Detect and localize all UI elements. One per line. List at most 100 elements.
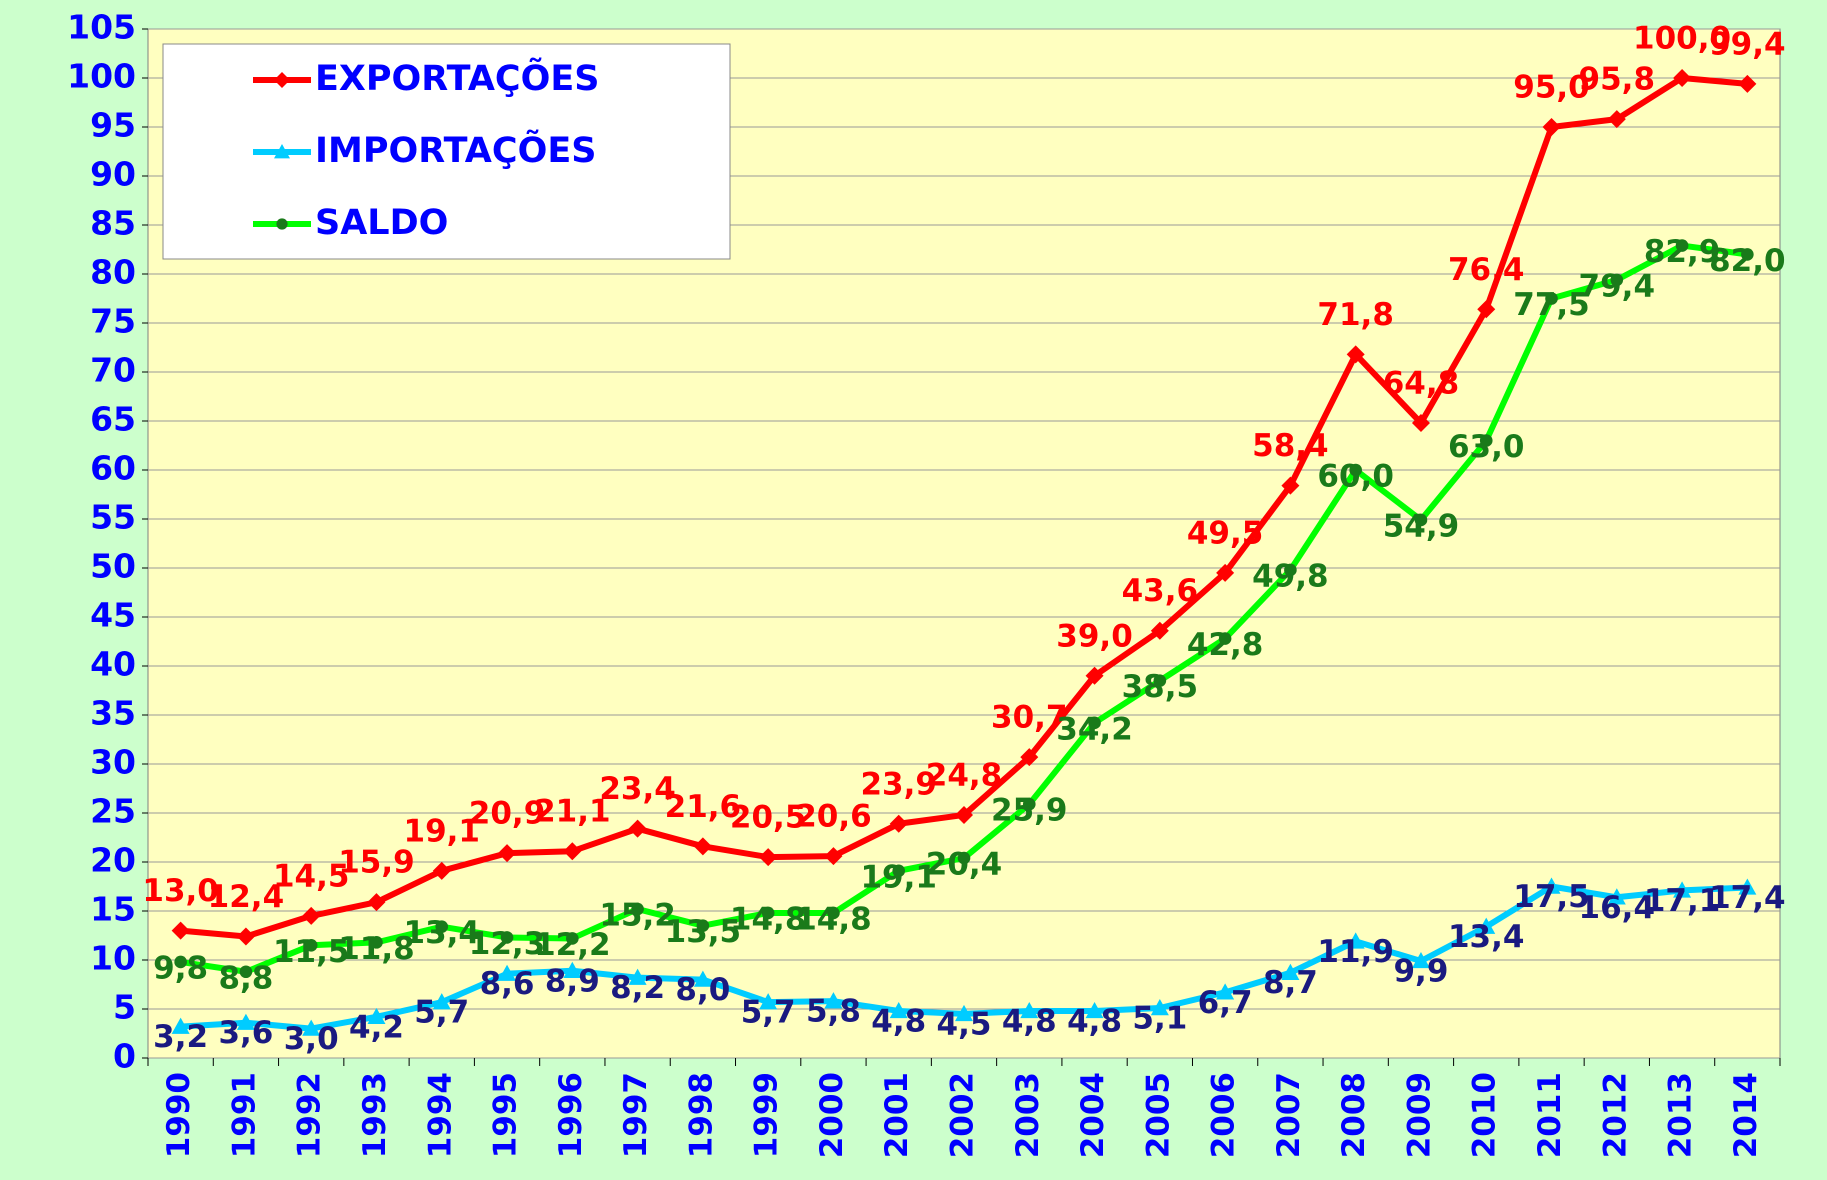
y-tick-label: 55: [90, 498, 136, 537]
point: [1738, 878, 1757, 895]
x-tick-label: 1992: [292, 1072, 328, 1158]
data-label: 20,5: [730, 800, 807, 836]
data-label: 8,8: [218, 960, 273, 996]
data-label: 16,4: [1579, 890, 1656, 926]
point: [435, 920, 449, 933]
data-label: 19,1: [404, 813, 481, 849]
point: [1281, 476, 1300, 495]
point: [1610, 273, 1624, 287]
y-tick-label: 75: [90, 302, 136, 341]
point: [955, 1004, 973, 1022]
point: [563, 842, 582, 861]
point: [1477, 300, 1496, 319]
data-label: 99,4: [1709, 26, 1786, 62]
data-label: 14,8: [795, 901, 872, 937]
data-label: 17,4: [1709, 880, 1786, 916]
point: [1542, 877, 1561, 894]
data-label: 13,4: [404, 915, 481, 951]
x-tick-label: 2004: [1075, 1072, 1111, 1158]
data-label: 20,6: [795, 799, 872, 835]
data-label: 8,2: [610, 970, 665, 1006]
data-label: 3,0: [284, 1021, 339, 1057]
data-label: 25,9: [991, 793, 1068, 829]
x-tick-label: 2008: [1336, 1072, 1372, 1158]
data-label: 13,0: [142, 873, 219, 909]
data-label: 77,5: [1513, 287, 1590, 323]
y-tick-label: 25: [90, 792, 136, 831]
point: [274, 144, 290, 159]
point: [566, 932, 579, 945]
point: [1673, 881, 1692, 898]
data-label: 4,2: [349, 1009, 404, 1045]
x-tick-label: 2005: [1140, 1072, 1176, 1158]
point: [236, 927, 255, 946]
y-tick-label: 5: [113, 988, 136, 1027]
y-tick-label: 95: [90, 106, 136, 145]
point: [304, 939, 318, 952]
point: [1216, 983, 1235, 1000]
point: [432, 861, 451, 880]
x-tick-label: 1999: [749, 1072, 785, 1158]
point: [1085, 1001, 1104, 1019]
data-label: 58,4: [1252, 428, 1329, 464]
point: [302, 906, 321, 925]
point: [498, 844, 517, 863]
data-label: 5,7: [741, 995, 796, 1031]
data-label: 3,6: [218, 1015, 273, 1051]
data-label: 95,8: [1579, 62, 1656, 98]
y-tick-label: 20: [90, 841, 136, 880]
point: [1479, 434, 1493, 447]
x-tick-label: 2009: [1401, 1072, 1437, 1158]
point: [1675, 239, 1689, 252]
data-label: 4,5: [937, 1006, 992, 1042]
data-label: 8,7: [1263, 965, 1318, 1001]
data-label: 3,2: [153, 1019, 208, 1055]
data-label: 82,9: [1644, 234, 1721, 270]
data-label: 19,1: [860, 859, 937, 895]
data-label: 64,8: [1383, 365, 1460, 401]
point: [761, 906, 775, 920]
point: [1216, 563, 1235, 582]
data-label: 76,4: [1448, 252, 1525, 288]
point: [889, 814, 908, 833]
point: [889, 1001, 908, 1019]
data-label: 39,0: [1056, 618, 1133, 654]
point: [239, 965, 253, 979]
data-label: 17,1: [1644, 883, 1721, 919]
point: [1284, 563, 1297, 577]
y-tick-label: 35: [90, 694, 136, 733]
point: [957, 851, 971, 865]
data-label: 79,4: [1579, 268, 1656, 304]
point: [1088, 716, 1101, 730]
point: [1349, 463, 1362, 477]
data-label: 63,0: [1448, 429, 1525, 465]
x-tick-label: 1998: [683, 1072, 719, 1158]
point: [827, 906, 840, 920]
data-label: 42,8: [1187, 627, 1264, 663]
x-tick-label: 1997: [618, 1072, 654, 1158]
point: [759, 993, 778, 1010]
point: [693, 837, 712, 856]
data-label: 17,5: [1513, 879, 1590, 915]
x-tick-label: 1996: [553, 1072, 589, 1158]
data-label: 34,2: [1056, 711, 1133, 747]
point: [498, 964, 517, 981]
legend-label: IMPORTAÇÕES: [315, 129, 596, 171]
data-label: 12,3: [469, 926, 546, 962]
point: [1153, 674, 1167, 687]
y-tick-label: 65: [90, 400, 136, 439]
data-label: 20,4: [926, 847, 1003, 883]
y-tick-label: 40: [90, 645, 136, 684]
legend-label: SALDO: [315, 203, 448, 243]
data-label: 6,7: [1198, 985, 1253, 1021]
y-tick-label: 85: [90, 204, 136, 243]
point: [1346, 345, 1365, 364]
x-tick-label: 2006: [1206, 1072, 1242, 1158]
point: [563, 961, 582, 978]
x-tick-label: 2014: [1728, 1072, 1764, 1158]
data-label: 14,8: [730, 901, 807, 937]
y-tick-label: 45: [90, 596, 136, 635]
data-label: 23,9: [860, 766, 937, 802]
point: [1411, 951, 1430, 969]
point: [174, 955, 187, 969]
